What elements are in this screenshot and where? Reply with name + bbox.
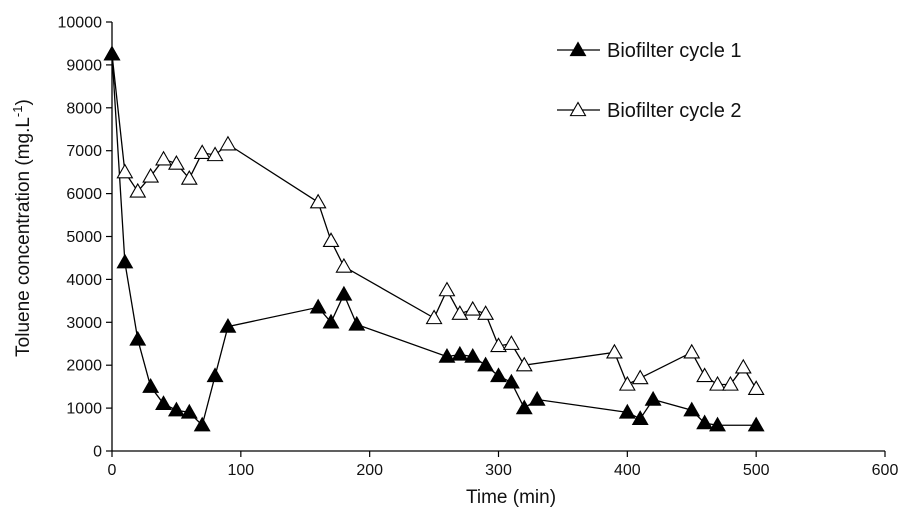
series-2-point [477, 305, 495, 320]
series-1-point [528, 390, 546, 406]
x-tick-label: 200 [356, 462, 383, 479]
legend-marker-2 [569, 101, 587, 117]
series-1-point [142, 378, 160, 393]
series-2-point [696, 367, 714, 383]
legend-label-1: Biofilter cycle 1 [607, 40, 742, 62]
series-1-point [438, 348, 456, 363]
series-2-point [502, 335, 520, 350]
series-1-point [644, 390, 662, 406]
series-2-point [425, 309, 443, 325]
series-2-point [167, 154, 185, 170]
y-tick-label: 8000 [66, 100, 102, 117]
series-2-point [490, 337, 507, 353]
y-tick-label: 10000 [58, 15, 103, 32]
series-1-point [451, 345, 469, 361]
series-1-point [335, 285, 353, 301]
series-2-point [683, 343, 701, 359]
series-1-point [477, 356, 495, 372]
y-axis-label-main: Toluene concentration (mg.L [13, 117, 34, 357]
y-axis-label: Toluene concentration (mg.L-1) [10, 99, 34, 357]
legend-label-2: Biofilter cycle 2 [607, 100, 742, 122]
series-2-point [322, 232, 340, 247]
series-2-point [116, 163, 134, 179]
series-1-point [103, 45, 121, 61]
series-2-point [734, 358, 752, 374]
y-axis-label-close: ) [13, 99, 34, 105]
series-2-point [335, 257, 353, 273]
series-1-point [618, 403, 636, 419]
series-1-point [219, 317, 237, 333]
series-1-point [502, 373, 520, 389]
legend-marker-1 [569, 41, 587, 57]
series-2-point [721, 375, 739, 391]
series-1-point [683, 401, 701, 417]
x-tick-label: 300 [485, 462, 512, 479]
y-tick-label: 5000 [66, 229, 102, 246]
legend: Biofilter cycle 1 Biofilter cycle 2 [557, 40, 742, 122]
x-tick-label: 0 [108, 462, 117, 479]
series-1-point [129, 330, 147, 346]
series-1-point [322, 313, 340, 329]
series-1-point [309, 298, 327, 314]
series-1-point [116, 253, 134, 269]
series-2-point [606, 343, 623, 359]
axes: 0100020003000400050006000700080009000100… [58, 15, 899, 480]
series-1-point [709, 416, 726, 432]
series-2-point [129, 182, 147, 198]
y-tick-label: 7000 [66, 143, 102, 160]
series-2-point [193, 144, 211, 160]
x-tick-label: 100 [227, 462, 254, 479]
x-tick-label: 400 [614, 462, 641, 479]
series-1-point [206, 367, 224, 383]
series-2-point [747, 380, 765, 395]
series-1-point [348, 315, 366, 331]
series-1-point [464, 348, 482, 363]
y-tick-label: 6000 [66, 186, 102, 203]
series-2-point [709, 375, 726, 391]
series-2-point [438, 281, 456, 297]
series-1-point [490, 367, 507, 383]
x-tick-label: 500 [743, 462, 770, 479]
series-1-point [696, 414, 714, 430]
y-tick-label: 3000 [66, 315, 102, 332]
series-2-point [309, 193, 327, 209]
series-1-point [167, 401, 185, 417]
series-2-point [155, 150, 172, 166]
series-2-point [631, 369, 649, 385]
series-2-point [142, 167, 160, 183]
series-2-point [451, 305, 469, 320]
y-tick-label: 4000 [66, 272, 102, 289]
series-2-point [219, 135, 237, 151]
y-tick-label: 9000 [66, 57, 102, 74]
x-axis-label: Time (min) [466, 487, 556, 507]
y-tick-label: 2000 [66, 358, 102, 375]
series-1-point [155, 395, 172, 410]
y-tick-label: 1000 [66, 401, 102, 418]
y-axis-label-superscript: -1 [10, 106, 25, 118]
x-tick-label: 600 [872, 462, 899, 479]
series-1-point [193, 416, 211, 432]
series-1-point [747, 416, 765, 432]
series-1-point [515, 399, 533, 415]
series-2-point [515, 356, 533, 372]
y-tick-label: 0 [93, 444, 102, 461]
series-2-point [206, 146, 224, 162]
series-2-point [618, 375, 636, 391]
series-1-point [631, 410, 649, 426]
plot-area [103, 45, 765, 432]
series-2-point [464, 300, 482, 316]
series-1-point [180, 403, 198, 419]
series-2-point [180, 169, 198, 185]
